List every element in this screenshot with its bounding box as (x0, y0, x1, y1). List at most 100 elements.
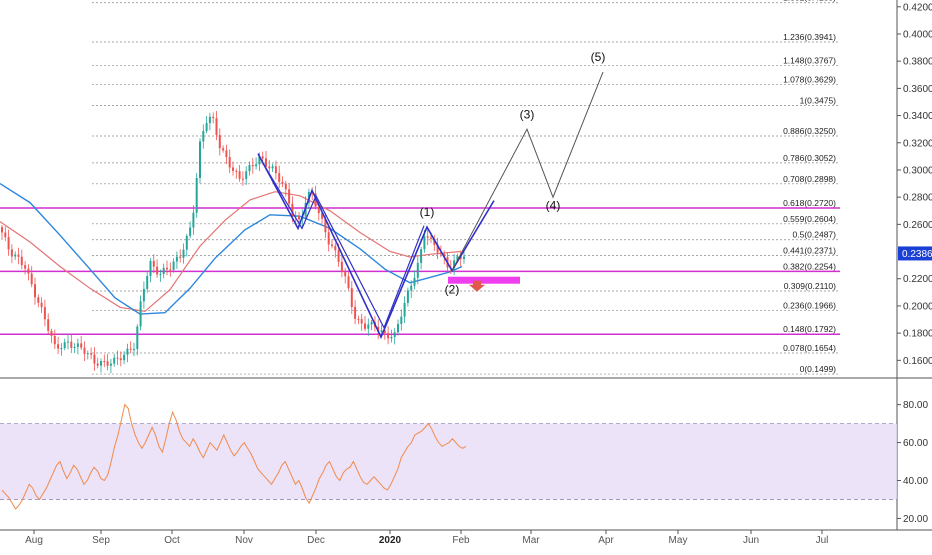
candle-body (205, 123, 208, 132)
candle-body (189, 227, 192, 236)
candle-body (149, 260, 152, 276)
fib-level-label: 0.5(0.2487) (793, 230, 837, 240)
candle-body (232, 167, 234, 171)
label-layer: (1) (2) (3) (4) (5) (420, 50, 606, 297)
time-tick-label: Oct (164, 535, 180, 546)
candle-body (400, 316, 403, 324)
time-tick-label: Jul (816, 535, 829, 546)
candle-body (169, 269, 172, 271)
candle-body (20, 256, 23, 266)
candle-body (430, 237, 432, 239)
fib-level-label: 0.786(0.3052) (783, 153, 836, 163)
candle-body (258, 156, 261, 165)
candle-body (202, 131, 205, 142)
candle-body (30, 273, 33, 285)
candle-body (83, 347, 86, 354)
candle-body (238, 171, 241, 179)
candle-body (317, 206, 320, 214)
fib-level-label: 1(0.3475) (800, 95, 837, 105)
ma-layer (0, 183, 463, 315)
candle-body (337, 250, 340, 262)
candle-body (146, 275, 149, 289)
candle-body (126, 348, 129, 355)
candle-body (370, 322, 373, 325)
candle-body (195, 177, 198, 213)
candle-body (367, 324, 370, 329)
candle-body (113, 357, 116, 364)
candle-body (139, 301, 142, 327)
candle-body (383, 330, 386, 333)
candle-body (103, 360, 106, 362)
candle-body (86, 353, 89, 355)
candle-body (377, 326, 380, 332)
candle-body (331, 244, 333, 247)
candle-body (162, 267, 165, 275)
fib-level-label: 0.559(0.2604) (783, 214, 836, 224)
wave-label: (3) (520, 107, 535, 121)
fib-level-label: 0.078(0.1654) (783, 343, 836, 353)
candle-body (37, 297, 40, 303)
price-tick-label: 0.3600 (903, 84, 932, 95)
time-tick-label: Aug (25, 535, 43, 546)
time-tick-label: Apr (598, 535, 614, 546)
price-tick-label: 0.2800 (903, 193, 932, 204)
price-tick-label: 0.1600 (903, 356, 932, 367)
candle-body (222, 148, 225, 151)
price-tick-label: 0.3000 (903, 165, 932, 176)
candle-body (212, 116, 215, 119)
moving-average-fast (0, 191, 461, 313)
candle-body (463, 256, 465, 259)
time-tick-label: Sep (92, 535, 110, 546)
candle-body (271, 166, 274, 169)
candle-body (50, 330, 53, 336)
candle-body (63, 342, 66, 349)
candle-body (208, 116, 211, 124)
candle-body (284, 183, 287, 190)
candle-body (274, 166, 277, 174)
candle-body (182, 249, 185, 258)
candle-body (235, 170, 238, 172)
candle-body (265, 158, 267, 167)
candle-body (185, 235, 188, 250)
candle-body (109, 363, 112, 366)
candle-body (278, 173, 281, 182)
candle-body (255, 164, 258, 167)
rsi-layer: 80.00 60.00 40.00 20.00 (0, 400, 928, 525)
candle-body (57, 344, 60, 349)
candle-body (453, 260, 456, 269)
level-layer (0, 207, 840, 335)
candle-body (215, 118, 218, 136)
candle-body (192, 212, 195, 228)
rsi-tick-label: 80.00 (903, 400, 928, 411)
candle-body (340, 261, 343, 273)
price-tick-label: 0.2000 (903, 301, 932, 312)
candle-body (116, 357, 119, 359)
rsi-line (1, 403, 467, 510)
candle-body (357, 318, 360, 320)
time-tick-label: Mar (522, 535, 540, 546)
candle-body (433, 238, 436, 245)
candle-body (96, 363, 99, 366)
candle-body (14, 254, 17, 257)
candle-body (123, 354, 126, 361)
candle-body (298, 215, 300, 220)
candle-body (413, 277, 416, 286)
candle-body (76, 343, 79, 347)
candle-body (439, 252, 442, 255)
candle-body (53, 335, 56, 345)
candle-body (70, 341, 73, 348)
candle-body (225, 150, 228, 158)
candle-body (281, 181, 284, 184)
time-tick-label: Nov (235, 535, 253, 546)
candle-body (7, 237, 10, 250)
fib-level-label: 0.148(0.1792) (783, 324, 836, 334)
candle-body (360, 319, 363, 324)
time-tick-label: 2020 (379, 535, 402, 546)
candle-body (251, 164, 254, 167)
candle-body (27, 268, 30, 274)
time-tick-label: Feb (452, 535, 470, 546)
candle-body (175, 256, 178, 262)
candle-body (288, 189, 291, 204)
fib-level-label: 0.441(0.2371) (783, 245, 836, 255)
rsi-tick-label: 60.00 (903, 438, 928, 449)
